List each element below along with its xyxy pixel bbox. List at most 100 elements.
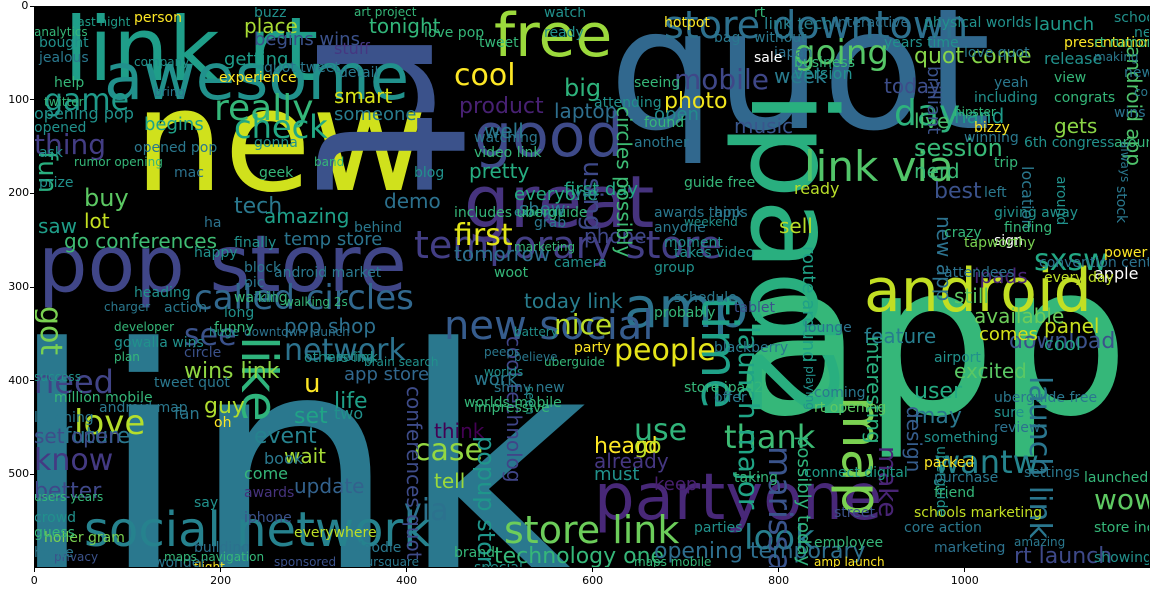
word-left: left (984, 185, 1007, 201)
word-event: event (254, 424, 317, 449)
word-temp-store: temp store (284, 229, 383, 250)
word-quot-tweet: quot tweet (264, 60, 340, 76)
word-attending: attending (594, 95, 662, 111)
word-crazy: crazy (944, 225, 982, 241)
word-well: well (484, 119, 524, 143)
word-laptop: laptop (554, 99, 618, 123)
word-bring: bring (154, 85, 186, 99)
word-sponsored: sponsored (274, 555, 337, 568)
word-gets: gets (1054, 114, 1098, 138)
word-interesting: interesting (862, 336, 886, 444)
y-tick-label: 500 (8, 467, 30, 481)
word-nice: nice (554, 308, 613, 341)
word-presentation: presentation (1064, 35, 1150, 51)
word-maps-mobile: maps mobile (634, 555, 712, 568)
word-congrats: congrats (1054, 90, 1116, 106)
word-school: school (1114, 10, 1150, 26)
word-gowalla-wins: gowalla wins (114, 335, 204, 351)
word-plan: plan (114, 350, 140, 364)
word-route-around: route around (798, 246, 819, 363)
word-social-network: social network (84, 502, 432, 558)
word-video-link: video link (474, 145, 542, 161)
word-friend: friend (934, 485, 975, 501)
word-user: user (914, 379, 962, 404)
word-airport: airport (934, 350, 981, 366)
y-tick-label: 400 (8, 373, 30, 387)
word-cool: cool (1044, 334, 1081, 355)
word-tapworthy: tapworthy (964, 235, 1036, 251)
word-begins-wins: begins wins (254, 29, 360, 50)
word-building: building (194, 540, 251, 556)
word-long: long (224, 305, 255, 321)
y-tick-label: 200 (8, 186, 30, 200)
word-available: available (974, 304, 1065, 328)
word-everywhere: everywhere (294, 525, 377, 541)
word-brain-search: brain search (364, 355, 439, 369)
word-meeting: meeting (324, 350, 374, 364)
word-set: set (294, 404, 328, 429)
word-listening: listening (34, 410, 94, 426)
word-check: check (234, 108, 328, 146)
word-bought: bought (39, 35, 89, 51)
word-love-quot: love quot (964, 45, 1030, 61)
word-tomorrow: tomorrow (454, 242, 551, 266)
word-stock: stock (1113, 186, 1129, 224)
word-review: review (994, 420, 1041, 436)
word-ha: ha (204, 215, 222, 231)
word-ready: ready (544, 25, 584, 41)
word-full: full (254, 290, 276, 306)
x-tick-mark (963, 568, 965, 572)
word-coming: coming (814, 385, 866, 401)
word-opened-pop: opened pop (134, 140, 218, 156)
word-via: via (404, 493, 449, 528)
word-around-traffic: around traffic (1114, 135, 1150, 151)
word-new-ipads: new ipads (1134, 25, 1150, 41)
word-street: street (834, 505, 875, 521)
word-comes: comes (979, 324, 1038, 345)
word-music: music (734, 114, 794, 138)
word-partyone: partyone (594, 461, 883, 535)
word-two: two (334, 404, 364, 423)
word-show: show (519, 199, 566, 220)
word-power: power (1104, 245, 1148, 261)
word-oh: oh (214, 415, 232, 431)
word-getting: getting (224, 49, 289, 70)
word-tonight: tonight (369, 14, 441, 38)
word-action: action (164, 300, 208, 316)
word-convention-center: convention center (1039, 255, 1150, 271)
y-tick-label: 100 (8, 92, 30, 106)
word-analytics: analytics (34, 25, 88, 39)
word-rt-opening: rt opening (814, 400, 887, 416)
word-come: come (244, 464, 289, 483)
word-band: band (314, 155, 345, 169)
word-uberguide: uberguide (544, 355, 605, 369)
word-design: design (902, 406, 926, 473)
word-sale: sale (754, 50, 783, 66)
word-geek: geek (259, 165, 294, 181)
word-core-action: core action (904, 520, 982, 536)
word-flight: flight (194, 560, 225, 568)
word-includes-uberguide: includes uberguide (454, 205, 588, 221)
word-excited: excited (954, 359, 1027, 383)
x-tick-mark (777, 568, 779, 572)
word-know: know (34, 443, 114, 478)
word-day: day (894, 93, 961, 134)
word-hotpot: hotpot (664, 15, 710, 31)
word-special: special (474, 560, 523, 568)
word-showing-new: showing new (1094, 550, 1150, 566)
x-tick-label: 800 (768, 574, 790, 587)
word-sell: sell (779, 214, 813, 238)
x-tick-mark (219, 568, 221, 572)
word-hand: hand (954, 104, 1005, 128)
word-shiny-new: shiny new (494, 380, 565, 396)
word-art-project: art project (354, 6, 417, 19)
word-session: session (914, 134, 1003, 162)
word-blog: blog (414, 165, 445, 181)
word-wow: wow (1094, 483, 1150, 516)
word-worlds: worlds (484, 365, 524, 379)
word-case: case (414, 433, 483, 468)
y-tick-label: 300 (8, 280, 30, 293)
word-lot: lot (84, 209, 110, 233)
word-amp-launch: amp launch (814, 555, 885, 568)
word-connect-digital: connect digital (804, 465, 908, 481)
